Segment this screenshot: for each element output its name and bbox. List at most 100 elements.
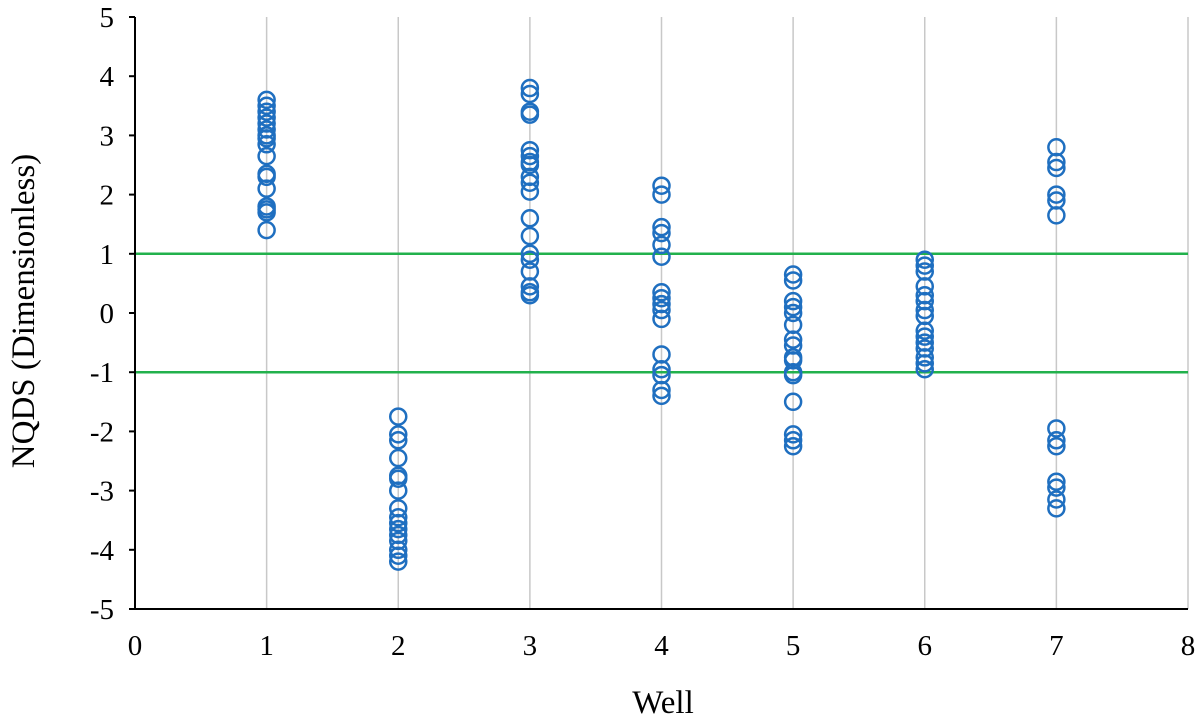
data-point	[520, 285, 540, 305]
y-tick-label: -3	[90, 476, 114, 508]
data-point	[1047, 158, 1066, 178]
x-axis-label: Well	[632, 685, 694, 717]
data-point	[915, 250, 934, 269]
data-point	[652, 386, 671, 406]
data-point	[520, 277, 540, 296]
data-point	[783, 271, 803, 290]
data-point	[652, 359, 671, 379]
tick-labels: 0 1 2 3 4 5 6 7 8 -5 -4 -3 -2 -1 0 1 2 3 4 5	[90, 2, 1195, 662]
data-point	[389, 407, 408, 426]
data-point	[652, 300, 671, 320]
data-point	[915, 359, 934, 379]
data-point	[652, 247, 671, 267]
data-point	[389, 431, 408, 450]
data-point	[915, 327, 934, 346]
data-point	[1047, 206, 1066, 225]
x-tick-label: 5	[786, 630, 801, 662]
data-point	[783, 436, 803, 456]
data-point	[783, 297, 803, 317]
data-point	[257, 179, 276, 198]
data-point	[520, 84, 540, 104]
data-point	[1047, 478, 1066, 497]
data-point	[783, 303, 803, 323]
data-point	[652, 309, 671, 329]
x-tick-label: 6	[918, 630, 933, 662]
data-point	[652, 217, 671, 237]
x-tick-label: 7	[1049, 630, 1064, 662]
gridlines	[265, 17, 1189, 609]
data-point	[1047, 419, 1066, 438]
y-tick-label: 4	[100, 61, 115, 93]
data-point	[1047, 185, 1066, 204]
data-point	[783, 265, 803, 284]
data-point	[257, 146, 276, 166]
x-tick-label: 0	[128, 630, 143, 662]
y-axis-label: NQDS (Dimensionless)	[6, 154, 42, 468]
data-point	[652, 223, 671, 243]
data-point	[520, 155, 540, 175]
data-point	[257, 96, 276, 116]
data-points	[257, 78, 1066, 571]
y-tick-label: -2	[90, 416, 114, 448]
data-point	[520, 105, 540, 124]
data-point	[520, 78, 540, 98]
data-point	[257, 203, 276, 222]
data-point	[520, 182, 540, 201]
data-point	[520, 226, 540, 246]
y-tick-label: 0	[100, 298, 115, 330]
data-point	[389, 513, 408, 533]
data-point	[389, 448, 408, 468]
data-point	[257, 108, 276, 127]
data-point	[915, 321, 934, 341]
data-point	[520, 209, 540, 228]
data-point	[257, 102, 276, 121]
data-point	[389, 546, 408, 565]
data-point	[520, 244, 540, 264]
data-point	[652, 380, 671, 400]
data-point	[389, 481, 408, 500]
x-tick-label: 3	[523, 630, 538, 662]
data-point	[389, 425, 408, 444]
data-point	[1047, 152, 1066, 172]
data-point	[389, 469, 408, 489]
data-point	[783, 291, 803, 311]
data-point	[783, 330, 803, 349]
data-point	[783, 431, 803, 450]
data-point	[520, 173, 540, 193]
data-point	[257, 167, 276, 187]
x-tick-label: 1	[259, 630, 274, 662]
data-point	[389, 507, 408, 527]
y-tick-label: -1	[90, 357, 114, 389]
data-point	[1047, 499, 1066, 518]
y-tick-label: 1	[100, 239, 115, 271]
data-point	[1047, 436, 1066, 456]
data-point	[520, 250, 540, 269]
y-tick-label: -5	[90, 594, 114, 626]
data-point	[915, 256, 934, 275]
data-point	[915, 354, 934, 373]
y-tick-label: 2	[100, 180, 115, 212]
data-point	[389, 540, 408, 560]
data-point	[652, 176, 671, 195]
x-tick-label: 8	[1181, 630, 1196, 662]
data-point	[652, 185, 671, 204]
axes	[129, 16, 1188, 610]
data-point	[257, 135, 276, 154]
data-point	[257, 220, 276, 240]
data-point	[389, 519, 408, 539]
data-point	[915, 300, 934, 320]
y-tick-label: -4	[90, 535, 115, 567]
y-tick-label: 3	[100, 120, 115, 152]
x-tick-label: 2	[391, 630, 406, 662]
data-point	[783, 365, 803, 385]
data-point	[783, 392, 803, 412]
data-point	[652, 283, 671, 302]
data-point	[915, 348, 934, 367]
data-point	[783, 425, 803, 444]
data-point	[257, 129, 276, 148]
data-point	[520, 146, 540, 166]
data-point	[652, 235, 671, 255]
data-point	[1047, 490, 1066, 509]
data-point	[1047, 472, 1066, 491]
